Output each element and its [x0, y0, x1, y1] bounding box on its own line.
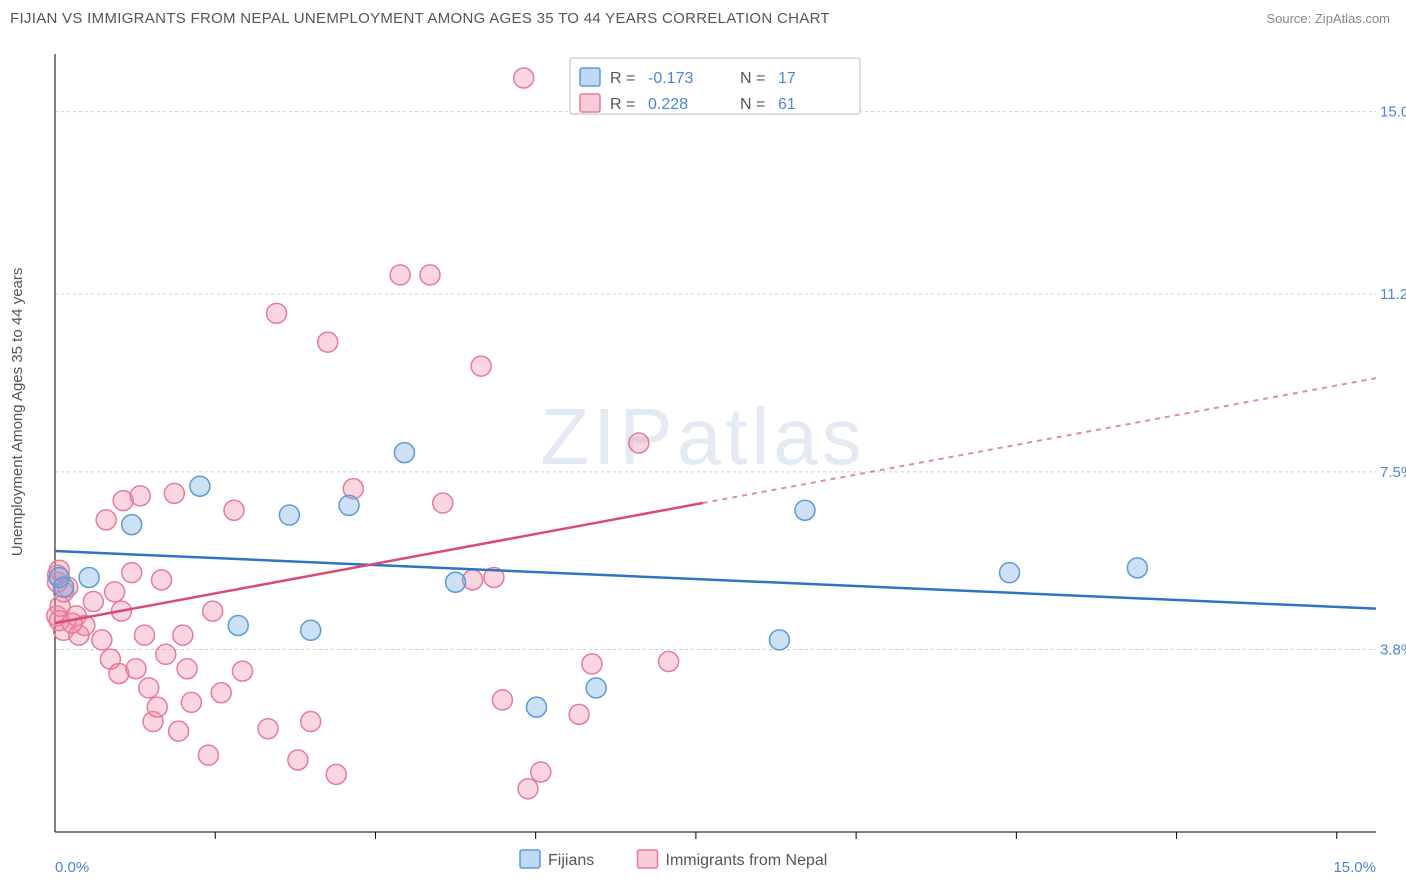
y-axis-labels: 3.8% 7.5% 11.2% 15.0%: [1380, 104, 1406, 659]
svg-text:R =: R =: [610, 96, 635, 113]
svg-text:61: 61: [778, 96, 796, 113]
legend-correlation: R = -0.173 N = 17 R = 0.228 N = 61: [570, 58, 860, 114]
legend-series: Fijians Immigrants from Nepal: [520, 850, 827, 869]
svg-text:15.0%: 15.0%: [1380, 104, 1406, 121]
svg-text:0.0%: 0.0%: [55, 859, 89, 876]
header: FIJIAN VS IMMIGRANTS FROM NEPAL UNEMPLOY…: [0, 0, 1406, 36]
svg-text:Fijians: Fijians: [548, 852, 594, 869]
svg-text:11.2%: 11.2%: [1380, 286, 1406, 303]
trend-lines: [55, 378, 1376, 623]
svg-text:N =: N =: [740, 96, 765, 113]
source-label: Source: ZipAtlas.com: [1266, 11, 1390, 26]
scatter-nepal: [47, 68, 679, 799]
svg-text:N =: N =: [740, 70, 765, 87]
svg-text:15.0%: 15.0%: [1333, 859, 1376, 876]
svg-text:7.5%: 7.5%: [1380, 464, 1406, 481]
correlation-chart: 3.8% 7.5% 11.2% 15.0% 0.0% 15.0% Unemploymen…: [0, 36, 1406, 892]
svg-text:Immigrants from Nepal: Immigrants from Nepal: [666, 852, 828, 869]
svg-text:R =: R =: [610, 70, 635, 87]
svg-text:17: 17: [778, 70, 796, 87]
axes: [55, 54, 1376, 839]
scatter-fijians: [49, 443, 1147, 718]
svg-text:3.8%: 3.8%: [1380, 642, 1406, 659]
y-axis-title: Unemployment Among Ages 35 to 44 years: [9, 268, 26, 557]
svg-text:-0.173: -0.173: [648, 70, 693, 87]
chart-title: FIJIAN VS IMMIGRANTS FROM NEPAL UNEMPLOY…: [10, 10, 830, 27]
svg-text:0.228: 0.228: [648, 96, 688, 113]
gridlines: [55, 112, 1376, 650]
